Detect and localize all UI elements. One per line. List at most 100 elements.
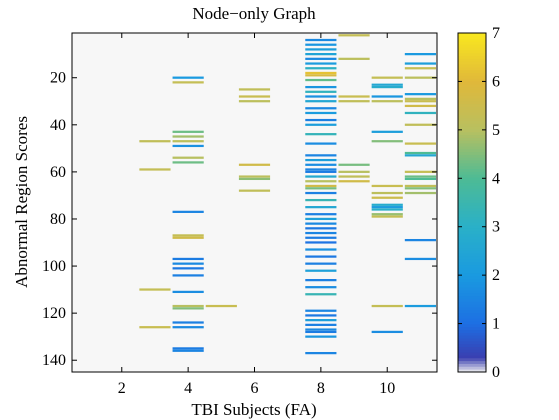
- heatmap-cell: [305, 57, 337, 60]
- heatmap-cell: [305, 330, 337, 334]
- heatmap-cell: [172, 236, 204, 239]
- heatmap-cell: [371, 95, 403, 98]
- colorbar-swatch: [458, 60, 486, 65]
- heatmap-cell: [305, 168, 337, 171]
- colorbar-swatch: [458, 83, 486, 88]
- colorbar-swatch: [458, 247, 486, 251]
- colorbar-swatch: [458, 35, 486, 40]
- heatmap-cell: [404, 170, 436, 173]
- heatmap-cell: [205, 304, 237, 308]
- heatmap-cell: [172, 234, 204, 237]
- colorbar-swatch: [458, 320, 486, 325]
- colorbar-swatch: [458, 43, 486, 48]
- heatmap-cell: [172, 307, 204, 310]
- colorbar-swatch: [458, 351, 486, 356]
- heatmap-cell: [305, 187, 337, 190]
- heatmap-cell: [305, 213, 337, 216]
- colorbar-swatch: [458, 267, 486, 271]
- heatmap-cell: [172, 274, 204, 277]
- heatmap-cell: [305, 236, 337, 239]
- heatmap-cell: [305, 222, 337, 225]
- heatmap-cell: [305, 293, 337, 296]
- colorbar-swatch: [458, 128, 486, 133]
- heatmap-cells: [139, 34, 436, 355]
- heatmap-cell: [305, 180, 337, 183]
- colorbar-swatch: [458, 289, 486, 294]
- y-tick-label: 60: [50, 164, 66, 181]
- colorbar-swatch: [458, 241, 486, 246]
- colorbar-swatch: [458, 219, 486, 223]
- heatmap-cell: [305, 100, 337, 103]
- colorbar-swatch: [458, 196, 486, 201]
- colorbar-swatch: [458, 171, 486, 175]
- colorbar-swatch: [458, 303, 486, 308]
- x-tick-label: 6: [251, 380, 259, 397]
- colorbar-swatch: [458, 125, 486, 130]
- heatmap-cell: [238, 88, 271, 91]
- colorbar-swatch: [458, 354, 486, 359]
- colorbar-tick-label: 6: [492, 73, 500, 90]
- colorbar-swatch: [458, 139, 486, 144]
- colorbar-swatch: [458, 111, 486, 116]
- colorbar-swatch: [458, 340, 486, 345]
- heatmap-cell: [172, 76, 204, 79]
- colorbar-swatch: [458, 278, 486, 283]
- colorbar-swatch: [458, 244, 486, 249]
- heatmap-cell: [371, 85, 403, 89]
- colorbar-swatch: [458, 185, 486, 189]
- heatmap-cell: [371, 206, 403, 209]
- colorbar-swatch: [458, 204, 486, 209]
- x-axis-label: TBI Subjects (FA): [191, 400, 316, 419]
- heatmap-cell: [238, 177, 271, 181]
- colorbar-tick-label: 5: [492, 122, 500, 139]
- heatmap-cell: [371, 330, 403, 334]
- heatmap-cell: [172, 262, 204, 265]
- colorbar-swatch: [458, 337, 486, 342]
- heatmap-cell: [305, 142, 337, 145]
- heatmap-cell: [305, 67, 337, 70]
- heatmap-cell: [305, 133, 337, 136]
- heatmap-cell: [404, 238, 436, 242]
- heatmap-cell: [305, 85, 337, 89]
- colorbar-swatch: [458, 199, 486, 203]
- y-tick-label: 40: [50, 117, 66, 134]
- heatmap-cell: [338, 34, 370, 37]
- heatmap-cell: [371, 191, 403, 195]
- colorbar-frame: [457, 32, 487, 373]
- colorbar-swatch: [458, 315, 486, 319]
- colorbar-swatch: [458, 309, 486, 314]
- colorbar-swatch: [458, 165, 486, 170]
- heatmap-cell: [238, 95, 271, 98]
- heatmap-cell: [305, 323, 337, 326]
- heatmap-cell: [305, 78, 337, 82]
- heatmap-cell: [338, 175, 370, 178]
- chart-title: Node−only Graph: [192, 4, 316, 23]
- heatmap-cell: [238, 189, 271, 192]
- heatmap-cell: [404, 76, 436, 79]
- colorbar-swatch: [458, 103, 486, 107]
- colorbar-swatch: [458, 52, 486, 57]
- colorbar-swatch: [458, 332, 486, 336]
- heatmap-cell: [404, 191, 436, 195]
- heatmap-cell: [305, 53, 337, 56]
- colorbar-swatch: [458, 236, 486, 240]
- heatmap-cell: [404, 257, 436, 261]
- colorbar-swatch: [458, 286, 486, 291]
- heatmap-cell: [172, 290, 204, 294]
- x-axis-ticks: 2 4 6 8 10: [118, 33, 395, 397]
- heatmap-cell: [338, 170, 370, 173]
- colorbar-swatch: [458, 272, 486, 277]
- heatmap-cell: [305, 191, 337, 195]
- colorbar-swatch: [458, 69, 486, 73]
- heatmap-cell: [172, 210, 204, 213]
- colorbar-swatch: [458, 233, 486, 237]
- heatmap-cell: [238, 163, 271, 166]
- heatmap-cell: [305, 62, 337, 65]
- colorbar-swatch: [458, 207, 486, 212]
- heatmap-cell: [404, 123, 436, 126]
- heatmap-cell: [338, 100, 370, 103]
- heatmap-cell: [305, 231, 337, 235]
- colorbar-swatch: [458, 230, 486, 234]
- colorbar-swatch: [458, 190, 486, 195]
- colorbar-swatch: [458, 224, 486, 229]
